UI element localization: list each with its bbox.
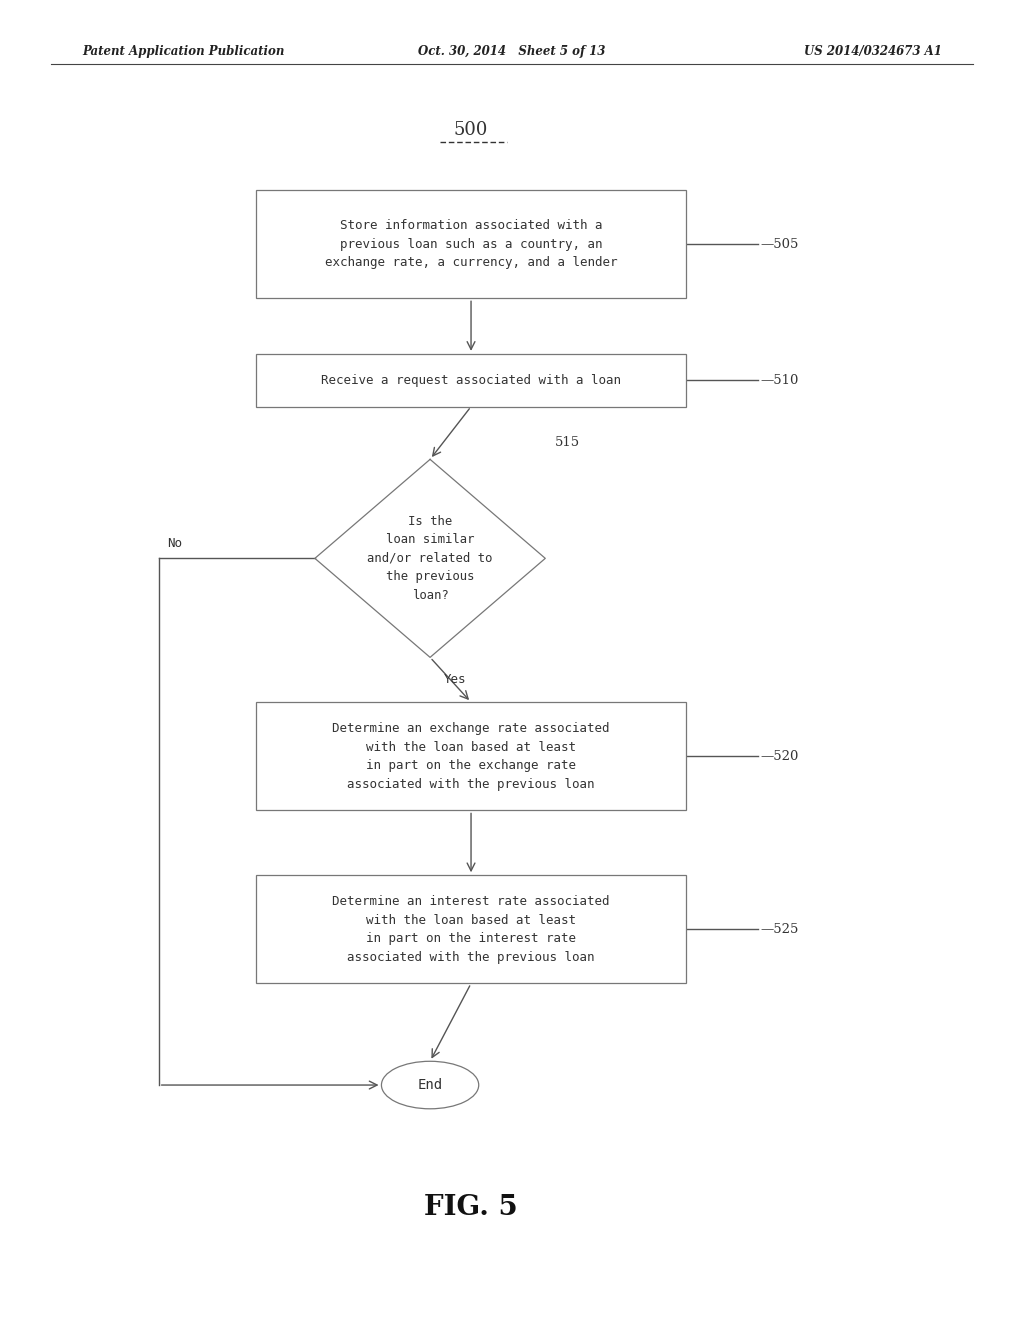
Text: US 2014/0324673 A1: US 2014/0324673 A1: [804, 45, 942, 58]
Text: FIG. 5: FIG. 5: [424, 1195, 518, 1221]
Text: Yes: Yes: [444, 673, 467, 686]
Text: —510: —510: [761, 374, 799, 387]
Text: Patent Application Publication: Patent Application Publication: [82, 45, 285, 58]
Text: —525: —525: [761, 923, 799, 936]
Text: Determine an interest rate associated
with the loan based at least
in part on th: Determine an interest rate associated wi…: [333, 895, 609, 964]
Text: 500: 500: [454, 121, 488, 139]
Bar: [256, 354, 686, 407]
Text: Is the
loan similar
and/or related to
the previous
loan?: Is the loan similar and/or related to th…: [368, 515, 493, 602]
Text: Store information associated with a
previous loan such as a country, an
exchange: Store information associated with a prev…: [325, 219, 617, 269]
Bar: [256, 190, 686, 298]
Text: —520: —520: [761, 750, 799, 763]
Text: 515: 515: [555, 437, 581, 449]
Text: —505: —505: [761, 238, 799, 251]
Ellipse shape: [381, 1061, 478, 1109]
Text: End: End: [418, 1078, 442, 1092]
Bar: [256, 702, 686, 810]
Text: Receive a request associated with a loan: Receive a request associated with a loan: [322, 374, 621, 387]
Text: No: No: [167, 537, 181, 550]
Text: Oct. 30, 2014   Sheet 5 of 13: Oct. 30, 2014 Sheet 5 of 13: [419, 45, 605, 58]
Text: Determine an exchange rate associated
with the loan based at least
in part on th: Determine an exchange rate associated wi…: [333, 722, 609, 791]
Bar: [256, 875, 686, 983]
